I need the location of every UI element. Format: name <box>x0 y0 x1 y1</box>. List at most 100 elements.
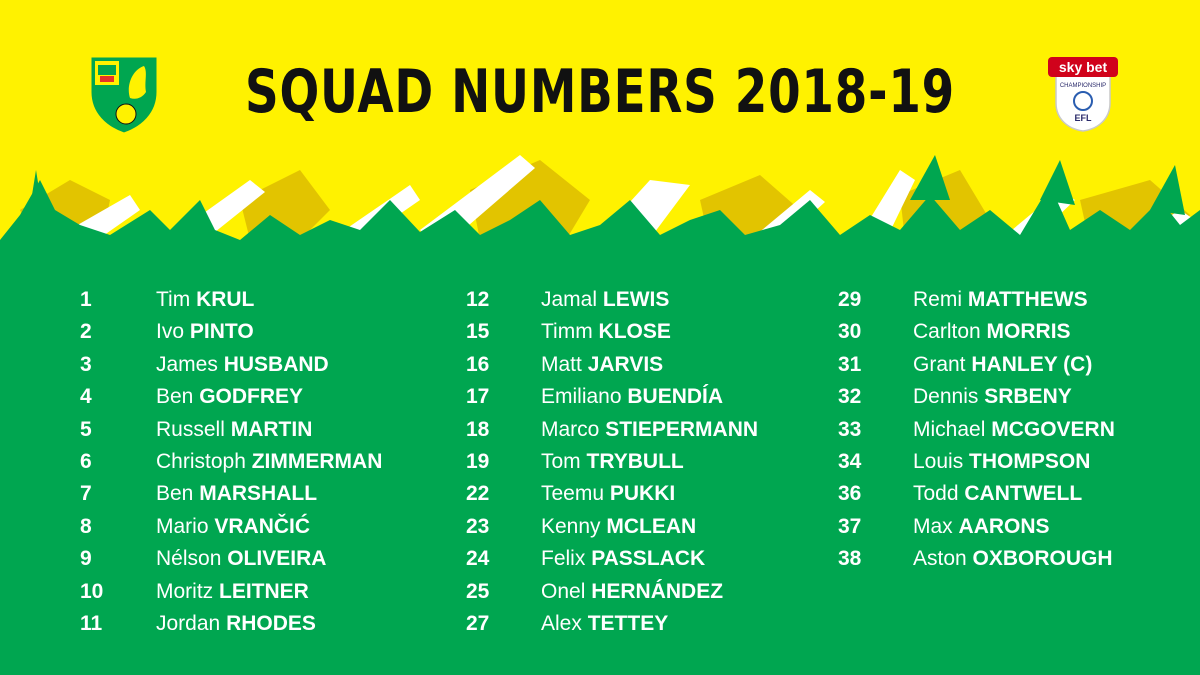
player-last-name: TRYBULL <box>586 449 684 473</box>
player-name: Ben MARSHALL <box>156 478 317 510</box>
player-first-name: Onel <box>541 579 586 603</box>
player-first-name: Louis <box>913 449 964 473</box>
player-last-name: PUKKI <box>609 482 676 506</box>
squad-number: 25 <box>466 579 490 603</box>
player-first-name: Kenny <box>541 514 601 538</box>
player-first-name: Max <box>913 514 953 538</box>
player-last-name: STIEPERMANN <box>605 417 759 441</box>
player-name: Carlton MORRIS <box>913 316 1071 348</box>
player-name: Marco STIEPERMANN <box>541 414 758 446</box>
paint-splash-divider <box>0 155 1200 265</box>
player-name: Nélson OLIVEIRA <box>156 543 326 575</box>
player-first-name: Ivo <box>156 320 185 344</box>
league-logo-line3: EFL <box>1074 113 1092 123</box>
player-last-name: THOMPSON <box>969 449 1091 473</box>
league-logo-line2: CHAMPIONSHIP <box>1059 83 1107 89</box>
squad-number: 7 <box>80 482 92 506</box>
player-name: Tim KRUL <box>156 284 254 316</box>
player-name: Max AARONS <box>913 511 1050 543</box>
player-last-name: MARTIN <box>230 417 313 441</box>
player-last-name: PASSLACK <box>591 547 706 571</box>
squad-number: 31 <box>838 352 862 376</box>
player-name: Louis THOMPSON <box>913 446 1090 478</box>
player-last-name: BUENDÍA <box>627 385 724 409</box>
player-name: Alex TETTEY <box>541 608 668 640</box>
player-last-name: VRANČIĆ <box>214 514 311 538</box>
player-name: Ivo PINTO <box>156 316 254 348</box>
player-first-name: Russell <box>156 417 225 441</box>
squad-number: 5 <box>80 417 92 441</box>
player-last-name: PINTO <box>189 320 254 344</box>
player-last-name: KLOSE <box>598 320 671 344</box>
player-last-name: TETTEY <box>587 611 669 635</box>
player-name: Tom TRYBULL <box>541 446 684 478</box>
league-badge-icon <box>1048 57 1118 132</box>
player-last-name: MCGOVERN <box>991 417 1115 441</box>
player-name: Felix PASSLACK <box>541 543 705 575</box>
squad-number: 1 <box>80 288 92 311</box>
player-name: Onel HERNÁNDEZ <box>541 576 723 608</box>
squad-number: 17 <box>466 385 490 409</box>
squad-number: 37 <box>838 514 862 538</box>
player-name: James HUSBAND <box>156 349 329 381</box>
player-first-name: Jamal <box>541 288 598 311</box>
norwich-city-crest-icon <box>88 54 160 136</box>
player-last-name: MATTHEWS <box>967 288 1088 311</box>
player-last-name: JARVIS <box>587 352 664 376</box>
squad-number: 23 <box>466 514 490 538</box>
player-last-name: MARSHALL <box>199 482 318 506</box>
player-first-name: James <box>156 352 218 376</box>
squad-number: 30 <box>838 320 862 344</box>
player-first-name: Dennis <box>913 385 979 409</box>
player-first-name: Moritz <box>156 579 214 603</box>
player-name: Teemu PUKKI <box>541 478 675 510</box>
player-name: Jamal LEWIS <box>541 284 669 316</box>
player-first-name: Tim <box>156 288 191 311</box>
squad-number: 19 <box>466 449 490 473</box>
player-first-name: Aston <box>913 547 967 571</box>
player-last-name: RHODES <box>226 611 316 635</box>
squad-number: 34 <box>838 449 862 473</box>
player-name: Matt JARVIS <box>541 349 663 381</box>
squad-number: 12 <box>466 288 490 311</box>
green-roster-band <box>0 250 1200 675</box>
player-last-name: OXBOROUGH <box>972 547 1113 571</box>
squad-number: 16 <box>466 352 490 376</box>
squad-number: 15 <box>466 320 490 344</box>
squad-number: 18 <box>466 417 490 441</box>
player-last-name: MORRIS <box>986 320 1071 344</box>
squad-number: 2 <box>80 320 92 344</box>
squad-number: 29 <box>838 288 862 311</box>
player-first-name: Grant <box>913 352 966 376</box>
squad-number: 4 <box>80 385 92 409</box>
player-last-name: AARONS <box>958 514 1050 538</box>
player-name: Russell MARTIN <box>156 414 312 446</box>
player-name: Jordan RHODES <box>156 608 316 640</box>
player-name: Grant HANLEY (C) <box>913 349 1092 381</box>
player-first-name: Felix <box>541 547 586 571</box>
squad-number: 3 <box>80 352 92 376</box>
player-first-name: Carlton <box>913 320 981 344</box>
player-name: Todd CANTWELL <box>913 478 1082 510</box>
squad-number: 27 <box>466 611 490 635</box>
squad-number: 11 <box>80 611 103 635</box>
player-name: Remi MATTHEWS <box>913 284 1088 316</box>
player-first-name: Michael <box>913 417 986 441</box>
squad-number: 22 <box>466 482 490 506</box>
squad-number: 32 <box>838 385 862 409</box>
player-first-name: Jordan <box>156 611 221 635</box>
player-last-name: OLIVEIRA <box>227 547 327 571</box>
player-first-name: Christoph <box>156 449 246 473</box>
player-first-name: Marco <box>541 417 600 441</box>
player-name: Emiliano BUENDÍA <box>541 381 723 413</box>
player-first-name: Todd <box>913 482 959 506</box>
player-last-name: MCLEAN <box>606 514 697 538</box>
squad-number: 10 <box>80 579 104 603</box>
player-last-name: CANTWELL <box>964 482 1083 506</box>
page-title: SQUAD NUMBERS 2018-19 <box>244 57 956 127</box>
player-first-name: Ben <box>156 385 194 409</box>
league-logo-line1: sky bet <box>1058 59 1108 75</box>
player-first-name: Emiliano <box>541 385 622 409</box>
player-first-name: Ben <box>156 482 194 506</box>
